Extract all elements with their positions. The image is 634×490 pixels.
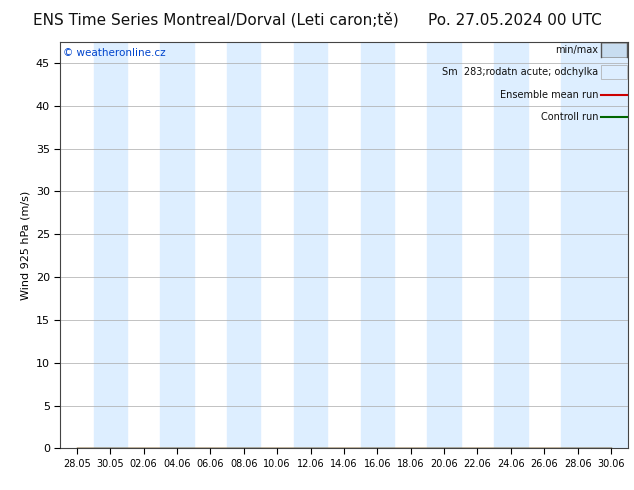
Text: Ensemble mean run: Ensemble mean run	[500, 90, 598, 99]
Text: min/max: min/max	[555, 45, 598, 55]
Bar	[561, 42, 594, 448]
Bar	[227, 42, 261, 448]
Text: Controll run: Controll run	[541, 112, 598, 122]
Bar	[160, 42, 194, 448]
Bar	[94, 42, 127, 448]
Bar	[427, 42, 461, 448]
Text: ENS Time Series Montreal/Dorval (Leti caron;tě)      Po. 27.05.2024 00 UTC: ENS Time Series Montreal/Dorval (Leti ca…	[32, 12, 602, 28]
Text: Sm  283;rodatn acute; odchylka: Sm 283;rodatn acute; odchylka	[442, 67, 598, 77]
Bar	[361, 42, 394, 448]
Bar	[594, 42, 628, 448]
FancyBboxPatch shape	[601, 65, 626, 79]
Text: © weatheronline.cz: © weatheronline.cz	[63, 48, 165, 58]
Bar	[494, 42, 527, 448]
FancyBboxPatch shape	[601, 43, 626, 57]
Bar	[294, 42, 327, 448]
Y-axis label: Wind 925 hPa (m/s): Wind 925 hPa (m/s)	[20, 191, 30, 299]
